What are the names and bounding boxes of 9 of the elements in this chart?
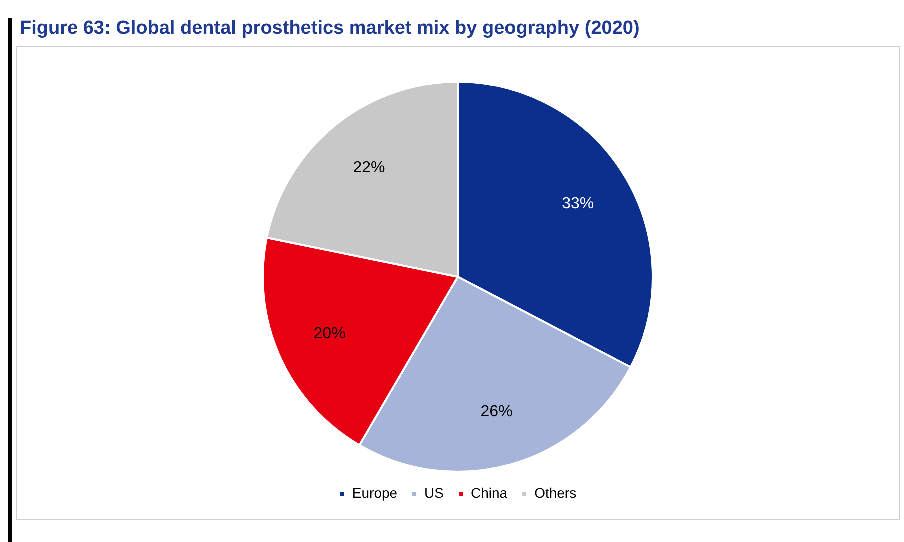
data-label: 33%	[562, 196, 594, 213]
legend-label: Europe	[352, 484, 398, 501]
data-label: 22%	[353, 160, 386, 177]
legend-label: Others	[534, 484, 577, 501]
data-label: 26%	[480, 403, 513, 420]
chart-title: Figure 63: Global dental prosthetics market mix by geography (2020)	[20, 18, 640, 40]
data-label: 20%	[314, 326, 346, 343]
legend-label: China	[471, 484, 508, 501]
legend-label: US	[424, 484, 444, 501]
